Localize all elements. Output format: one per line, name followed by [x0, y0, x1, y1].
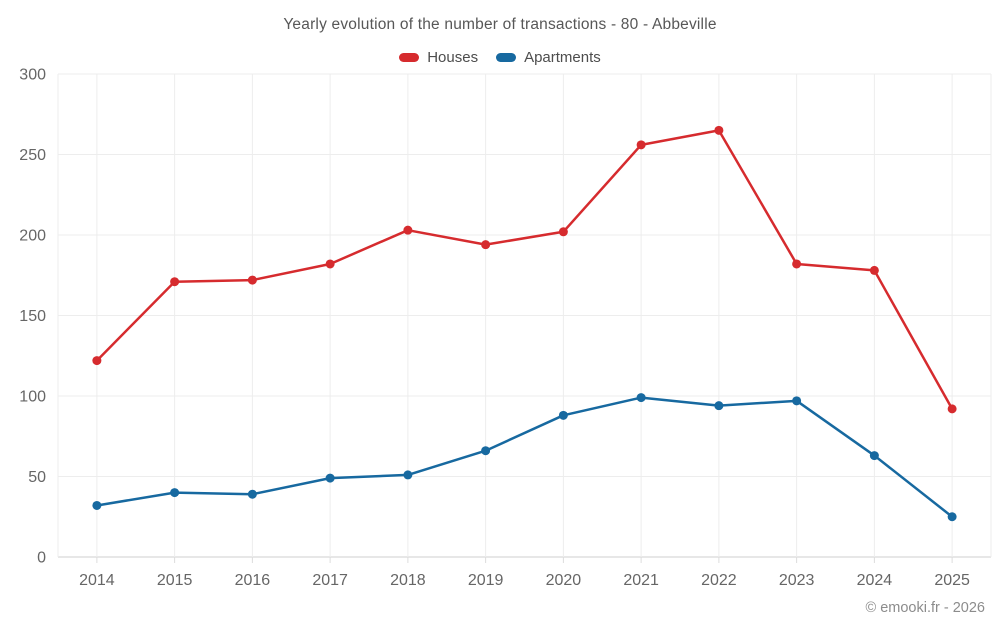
data-point-apartments-2022[interactable] — [714, 401, 724, 411]
y-gridlines — [58, 73, 991, 558]
data-point-houses-2015[interactable] — [170, 277, 180, 287]
x-axis-tick-label: 2016 — [235, 572, 271, 589]
houses-legend-swatch — [399, 52, 420, 62]
x-axis-tick-label: 2020 — [546, 572, 582, 589]
chart-title: Yearly evolution of the number of transa… — [283, 16, 717, 33]
chart-legend: Houses Apartments — [0, 47, 1000, 67]
apartments-legend-label: Apartments — [524, 48, 601, 66]
x-axis-tick-label: 2021 — [623, 572, 659, 589]
x-axis-tick-label: 2023 — [779, 572, 815, 589]
copyright-footer: © emooki.fr - 2026 — [865, 600, 985, 616]
data-point-apartments-2025[interactable] — [947, 512, 957, 522]
series-houses — [92, 125, 957, 414]
data-point-apartments-2017[interactable] — [325, 473, 335, 483]
data-point-houses-2023[interactable] — [792, 259, 802, 269]
series-apartments — [92, 393, 957, 522]
y-axis-labels: 0 50 100 150 200 250 300 — [19, 67, 46, 567]
series-line-apartments — [95, 396, 954, 518]
houses-legend-label: Houses — [427, 48, 479, 66]
data-point-houses-2016[interactable] — [247, 275, 257, 285]
x-axis-tick-label: 2024 — [857, 572, 893, 589]
y-axis-tick-label: 250 — [19, 147, 46, 164]
x-axis-tick-label: 2017 — [312, 572, 348, 589]
data-point-apartments-2024[interactable] — [869, 451, 879, 461]
y-axis-tick-label: 50 — [28, 469, 46, 486]
data-point-houses-2020[interactable] — [558, 227, 568, 237]
data-point-apartments-2019[interactable] — [481, 446, 491, 456]
x-axis-tick-label: 2015 — [157, 572, 193, 589]
x-axis-tick-label: 2018 — [390, 572, 426, 589]
data-point-houses-2021[interactable] — [636, 140, 646, 150]
y-axis-tick-label: 300 — [19, 67, 46, 84]
data-point-houses-2019[interactable] — [481, 240, 491, 250]
data-point-houses-2024[interactable] — [869, 265, 879, 275]
data-point-houses-2025[interactable] — [947, 404, 957, 414]
data-point-apartments-2016[interactable] — [247, 489, 257, 499]
x-axis-tick-label: 2025 — [934, 572, 970, 589]
legend-item-apartments[interactable]: Apartments — [496, 49, 601, 66]
data-point-apartments-2020[interactable] — [558, 410, 568, 420]
data-point-houses-2018[interactable] — [403, 225, 413, 235]
data-point-houses-2022[interactable] — [714, 125, 724, 135]
data-point-houses-2014[interactable] — [92, 356, 102, 366]
x-axis-tick-label: 2022 — [701, 572, 737, 589]
x-axis-labels: 2014 2015 2016 2017 2018 2019 2020 2021 2022 2023… — [79, 572, 970, 589]
x-axis-tick-label: 2019 — [468, 572, 504, 589]
data-point-apartments-2018[interactable] — [403, 470, 413, 480]
y-axis-tick-label: 100 — [19, 389, 46, 406]
data-point-houses-2017[interactable] — [325, 259, 335, 269]
y-axis-tick-label: 200 — [19, 228, 46, 245]
y-axis-tick-label: 0 — [37, 550, 46, 567]
data-point-apartments-2015[interactable] — [170, 488, 180, 498]
data-point-apartments-2021[interactable] — [636, 393, 646, 403]
x-axis-tick-label: 2014 — [79, 572, 115, 589]
x-gridlines — [57, 74, 992, 563]
apartments-legend-swatch — [496, 52, 517, 62]
data-point-apartments-2014[interactable] — [92, 500, 102, 510]
series-line-houses — [95, 129, 954, 411]
legend-item-houses[interactable]: Houses — [399, 49, 478, 66]
data-point-apartments-2023[interactable] — [792, 396, 802, 406]
y-axis-tick-label: 150 — [19, 308, 46, 325]
